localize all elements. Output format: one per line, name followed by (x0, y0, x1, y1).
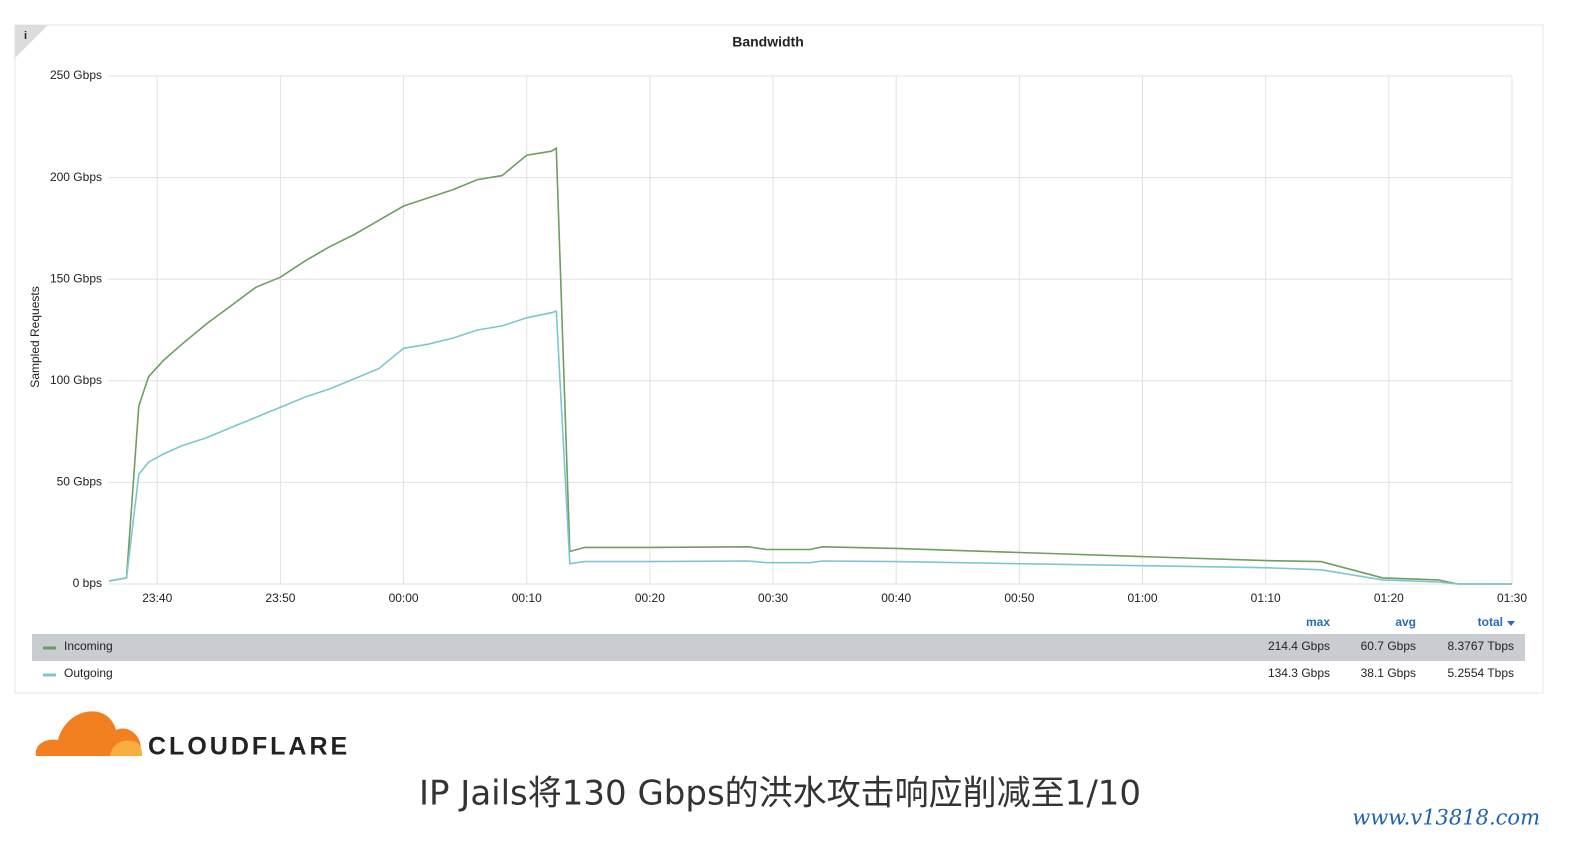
info-corner (15, 25, 48, 58)
y-tick-label: 250 Gbps (50, 68, 102, 82)
legend-stat: 5.2554 Tbps (1448, 666, 1515, 680)
logo-text: CLOUDFLARE (148, 733, 350, 761)
legend-stat: 214.4 Gbps (1268, 639, 1330, 653)
legend-stat: 134.3 Gbps (1268, 666, 1330, 680)
y-tick-label: 50 Gbps (57, 475, 102, 489)
sort-arrow[interactable] (1507, 621, 1515, 626)
y-tick-label: 200 Gbps (50, 170, 102, 184)
legend-column-header: total (1478, 615, 1503, 629)
legend-column-header: max (1306, 615, 1330, 629)
x-tick-label: 00:40 (881, 591, 911, 605)
y-tick-label: 150 Gbps (50, 271, 102, 285)
legend-label: Incoming (64, 639, 113, 653)
legend-column-header: avg (1395, 615, 1416, 629)
y-axis-label: Sampled Requests (28, 286, 42, 387)
info-icon[interactable]: i (24, 30, 27, 42)
caption: IP Jails将130 Gbps的洪水攻击响应削减至1/10 (419, 774, 1141, 814)
x-tick-label: 23:40 (142, 591, 172, 605)
x-tick-label: 01:00 (1128, 591, 1158, 605)
x-tick-label: 23:50 (265, 591, 295, 605)
legend-stat: 8.3767 Tbps (1448, 639, 1515, 653)
legend-stat: 60.7 Gbps (1361, 639, 1416, 653)
series-line (109, 310, 1512, 585)
y-tick-label: 100 Gbps (50, 373, 102, 387)
legend-stat: 38.1 Gbps (1361, 666, 1416, 680)
chart-title: Bandwidth (732, 34, 804, 50)
x-tick-label: 00:20 (635, 591, 665, 605)
legend-row-highlight (32, 634, 1525, 661)
x-tick-label: 00:00 (389, 591, 419, 605)
x-tick-label: 00:50 (1004, 591, 1034, 605)
x-tick-label: 01:20 (1374, 591, 1404, 605)
x-tick-label: 00:30 (758, 591, 788, 605)
watermark: www.v13818.com (1352, 806, 1540, 830)
series-line (109, 146, 1512, 585)
panel (14, 24, 1544, 694)
x-tick-label: 00:10 (512, 591, 542, 605)
logo-cloud (35, 711, 142, 756)
legend-label: Outgoing (64, 666, 113, 680)
y-tick-label: 0 bps (73, 576, 102, 590)
x-tick-label: 01:30 (1497, 591, 1527, 605)
x-tick-label: 01:10 (1251, 591, 1281, 605)
